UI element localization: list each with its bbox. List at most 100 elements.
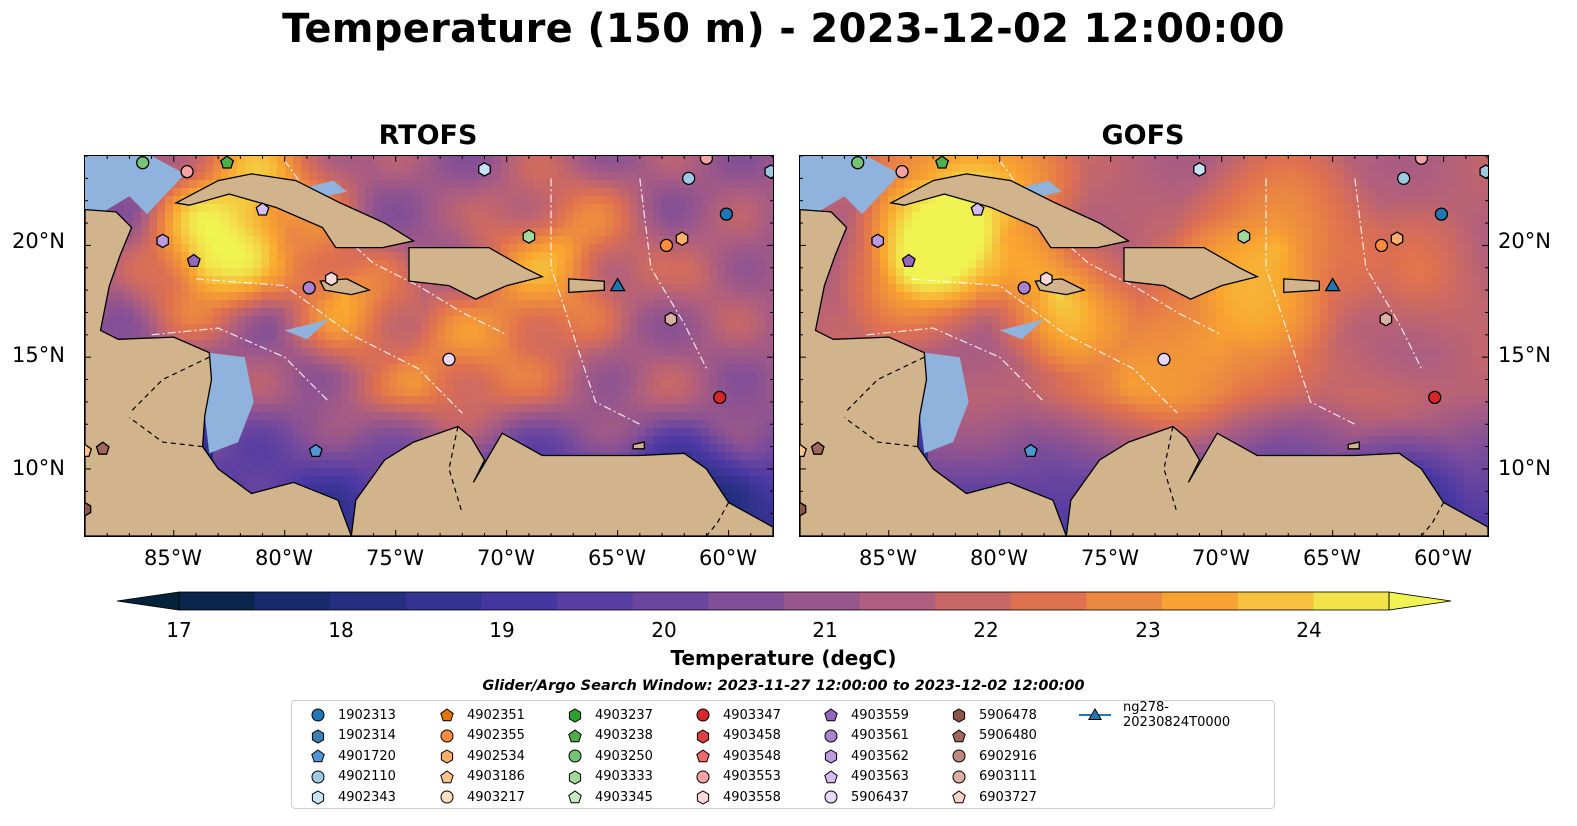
eez-boundary-line [284, 160, 507, 336]
argo-float-marker[interactable] [851, 156, 865, 170]
shallow-shelf-area [284, 319, 330, 340]
argo-float-marker[interactable] [1390, 231, 1404, 247]
argo-float-marker[interactable] [719, 207, 734, 221]
argo-float-marker[interactable] [1157, 352, 1171, 367]
argo-float-marker[interactable] [522, 229, 536, 244]
argo-float-marker[interactable] [478, 162, 491, 177]
colorbar-tick-18: 18 [328, 618, 354, 642]
argo-float-marker[interactable] [713, 390, 727, 405]
argo-float-marker[interactable] [156, 233, 170, 249]
argo-float-marker[interactable] [935, 156, 950, 169]
panel-title-gofs: GOFS [1101, 120, 1185, 151]
argo-float-marker[interactable] [180, 164, 194, 179]
argo-float-marker[interactable] [659, 238, 674, 253]
colorbar-segment [179, 592, 256, 610]
legend-label: 4903559 [851, 707, 909, 723]
glider-marker[interactable] [609, 277, 626, 292]
legend-item: 4903558 [695, 787, 781, 807]
argo-float-marker[interactable] [442, 352, 456, 367]
legend-label: 5906437 [851, 789, 909, 805]
argo-float-marker[interactable] [255, 202, 270, 216]
legend-label: 4903558 [723, 789, 781, 805]
argo-float-marker[interactable] [871, 233, 885, 249]
colorbar-segment [1086, 592, 1163, 610]
argo-float-marker[interactable] [1017, 281, 1031, 295]
argo-float-marker[interactable] [800, 501, 807, 517]
argo-float-marker[interactable] [1193, 162, 1206, 177]
colorbar-segment [405, 592, 482, 610]
argo-float-marker[interactable] [1039, 271, 1053, 287]
argo-float-marker[interactable] [675, 231, 689, 247]
eez-boundary-line [910, 278, 1178, 414]
legend-item: 4903458 [695, 726, 781, 746]
legend-label: 4901720 [338, 748, 396, 764]
legend-label: 4903217 [467, 789, 525, 805]
argo-float-marker[interactable] [95, 441, 110, 455]
argo-float-marker[interactable] [186, 253, 201, 268]
colorbar-tick-19: 19 [489, 618, 515, 642]
legend-item: 4903333 [567, 767, 653, 787]
legend-item: 4903250 [567, 746, 653, 766]
legend-item: 4903217 [439, 787, 525, 807]
argo-float-marker[interactable] [664, 311, 678, 327]
argo-float-marker[interactable] [895, 164, 909, 179]
argo-float-marker[interactable] [1374, 238, 1389, 253]
legend-label: 4902355 [467, 728, 525, 743]
argo-float-marker[interactable] [1023, 443, 1038, 458]
legend-item: 4902343 [310, 787, 396, 807]
land-mass [85, 208, 352, 536]
eez-boundary-line [999, 160, 1222, 336]
pentagon-marker-icon [311, 749, 325, 763]
circle-marker-icon [952, 770, 966, 783]
shallow-shelf-area [204, 352, 254, 454]
circle-marker-icon [311, 708, 325, 722]
argo-float-marker[interactable] [85, 501, 92, 517]
argo-float-marker[interactable] [800, 443, 808, 458]
legend-label: 6903111 [979, 769, 1037, 784]
circle-marker-icon [952, 749, 966, 763]
figure-title: Temperature (150 m) - 2023-12-02 12:00:0… [282, 6, 1285, 52]
argo-float-marker[interactable] [970, 202, 985, 216]
lat-label-left-20: 20°N [12, 229, 65, 253]
argo-float-marker[interactable] [220, 156, 235, 169]
argo-float-marker[interactable] [85, 443, 93, 458]
land-mass [174, 173, 416, 249]
pentagon-marker-icon [568, 790, 582, 804]
hexagon-marker-icon [696, 790, 710, 805]
colorbar-segment [632, 592, 709, 610]
legend-label: 4903347 [723, 707, 781, 723]
legend-label: 4903250 [595, 748, 653, 764]
argo-float-marker[interactable] [901, 253, 916, 268]
argo-float-marker[interactable] [1379, 311, 1393, 327]
legend-item: 1902313 [310, 705, 396, 725]
argo-float-marker[interactable] [324, 271, 338, 287]
colorbar [116, 591, 1452, 611]
lon-label-right-80: 80°W [970, 546, 1028, 570]
argo-float-marker[interactable] [699, 156, 714, 165]
eez-boundary-line [195, 278, 463, 414]
lon-label-right-85: 85°W [859, 546, 917, 570]
map-panel-gofs[interactable] [799, 155, 1489, 537]
legend-label: 4903333 [595, 769, 653, 784]
eez-boundary-line [1354, 178, 1422, 369]
argo-float-marker[interactable] [308, 443, 323, 458]
argo-float-marker[interactable] [1414, 156, 1429, 165]
argo-float-marker[interactable] [764, 164, 773, 179]
argo-float-marker[interactable] [1479, 164, 1488, 179]
land-mass [632, 441, 645, 450]
legend-item: 4902351 [439, 705, 525, 725]
argo-float-marker[interactable] [1434, 207, 1449, 221]
land-mass [350, 425, 773, 536]
land-mass [1065, 425, 1488, 536]
argo-float-marker[interactable] [1237, 229, 1251, 244]
argo-float-marker[interactable] [682, 171, 696, 186]
glider-marker[interactable] [1324, 277, 1341, 292]
argo-float-marker[interactable] [1428, 390, 1442, 405]
legend-label: 5906478 [979, 707, 1037, 723]
argo-float-marker[interactable] [810, 441, 825, 455]
argo-float-marker[interactable] [1397, 171, 1411, 186]
hexagon-marker-icon [440, 749, 454, 764]
argo-float-marker[interactable] [136, 156, 150, 170]
argo-float-marker[interactable] [302, 281, 316, 295]
map-panel-rtofs[interactable] [84, 155, 774, 537]
